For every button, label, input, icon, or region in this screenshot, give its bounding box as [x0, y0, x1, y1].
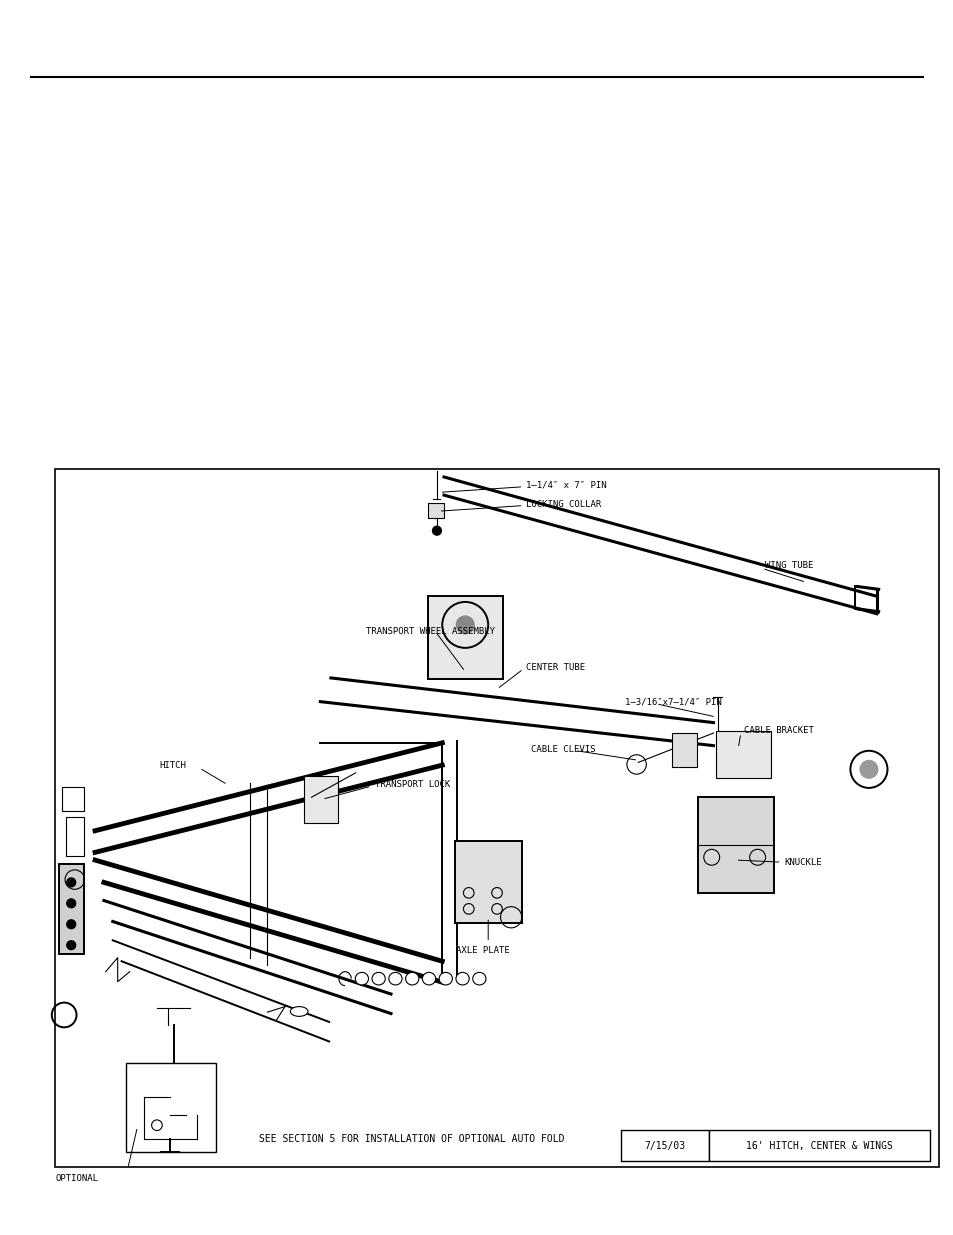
Text: CABLE CLEVIS: CABLE CLEVIS: [530, 745, 595, 753]
Bar: [428, 503, 443, 519]
Bar: [620, 1130, 708, 1161]
Bar: [708, 1130, 929, 1161]
Text: CABLE BRACKET: CABLE BRACKET: [742, 726, 813, 736]
Text: KNUCKLE: KNUCKLE: [783, 857, 821, 867]
Ellipse shape: [438, 972, 452, 986]
Bar: [455, 841, 521, 923]
Ellipse shape: [473, 972, 485, 986]
Text: LOCKING COLLAR: LOCKING COLLAR: [526, 500, 600, 509]
Text: 1–1/4″ x 7″ PIN: 1–1/4″ x 7″ PIN: [526, 480, 606, 490]
Ellipse shape: [456, 972, 469, 986]
Text: OPTIONAL: OPTIONAL: [55, 1174, 98, 1183]
Circle shape: [67, 878, 75, 887]
Circle shape: [432, 526, 441, 535]
Circle shape: [456, 616, 474, 634]
Circle shape: [67, 920, 75, 929]
Ellipse shape: [290, 1007, 308, 1016]
Text: TRANSPORT LOCK: TRANSPORT LOCK: [375, 781, 450, 789]
Text: SEE SECTION 5 FOR INSTALLATION OF OPTIONAL AUTO FOLD: SEE SECTION 5 FOR INSTALLATION OF OPTION…: [258, 1134, 563, 1144]
Ellipse shape: [389, 972, 401, 986]
Bar: [66, 818, 84, 856]
Bar: [59, 863, 84, 955]
Ellipse shape: [405, 972, 418, 986]
Bar: [126, 1063, 216, 1152]
Ellipse shape: [355, 972, 368, 986]
Bar: [55, 469, 938, 1167]
Text: HITCH: HITCH: [159, 761, 186, 771]
Ellipse shape: [422, 972, 436, 986]
Circle shape: [67, 941, 75, 950]
Bar: [697, 797, 773, 893]
Bar: [716, 731, 770, 778]
Bar: [62, 787, 85, 811]
Text: TRANSPORT WHEEL ASSEMBLY: TRANSPORT WHEEL ASSEMBLY: [366, 626, 495, 636]
Bar: [304, 776, 337, 823]
Text: AXLE PLATE: AXLE PLATE: [456, 946, 510, 955]
Text: 1–3/16″x7–1/4″ PIN: 1–3/16″x7–1/4″ PIN: [624, 698, 721, 706]
Text: 16' HITCH, CENTER & WINGS: 16' HITCH, CENTER & WINGS: [745, 1141, 892, 1151]
Circle shape: [860, 761, 877, 778]
Text: WING TUBE: WING TUBE: [764, 561, 812, 571]
Circle shape: [67, 899, 75, 908]
Text: 7/15/03: 7/15/03: [643, 1141, 684, 1151]
Bar: [428, 597, 502, 679]
Ellipse shape: [372, 972, 385, 986]
Bar: [671, 734, 696, 767]
Text: CENTER TUBE: CENTER TUBE: [526, 663, 585, 672]
